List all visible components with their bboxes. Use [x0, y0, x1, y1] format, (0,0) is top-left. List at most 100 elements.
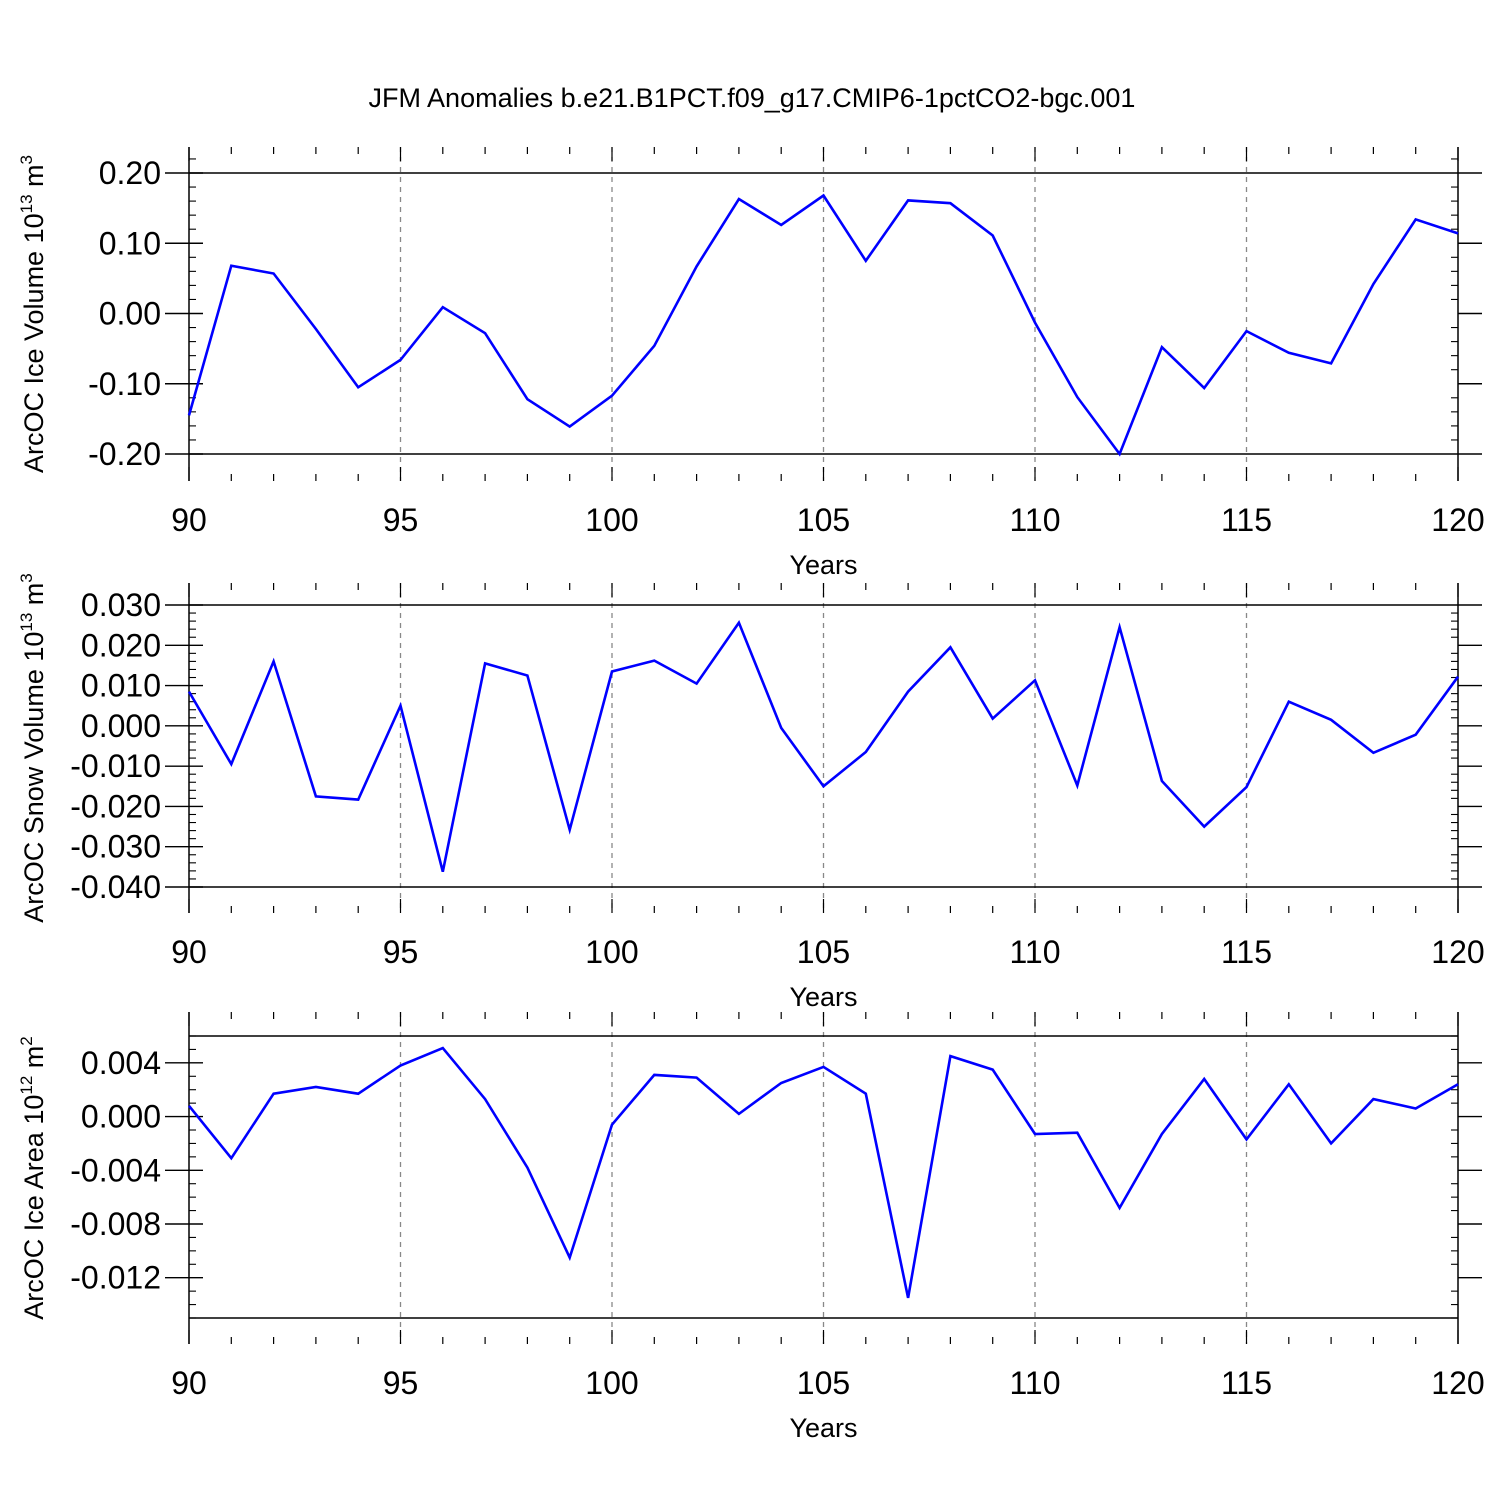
- data-point: [313, 794, 318, 799]
- y-axis-title-exponent: 13: [17, 613, 36, 632]
- y-tick-label: -0.030: [70, 829, 161, 865]
- x-tick-label: 90: [171, 934, 207, 970]
- panel-2: -0.040 -0.030 -0.020 -0.010 0.000 0.010 0.020 0…: [17, 573, 1485, 1012]
- series-line: [187, 619, 1460, 873]
- y-axis-title-text: ArcOC Snow Volume 10: [19, 632, 49, 923]
- data-point: [652, 1072, 657, 1077]
- data-point: [1413, 217, 1418, 222]
- data-point: [567, 827, 572, 832]
- x-tick-label: 100: [585, 502, 638, 538]
- data-point: [229, 1156, 234, 1161]
- data-point: [525, 397, 530, 402]
- x-tick-label: 105: [797, 1365, 850, 1401]
- data-point: [1371, 750, 1376, 755]
- data-point: [483, 1097, 488, 1102]
- data-point: [610, 669, 615, 674]
- y-tick-label: 0.00: [99, 296, 161, 332]
- data-point: [1117, 452, 1122, 457]
- data-point: [271, 659, 276, 664]
- data-point: [694, 264, 699, 269]
- data-point: [1202, 1076, 1207, 1081]
- y-axis-title-unit-exponent: 3: [17, 573, 36, 582]
- data-point: [736, 620, 741, 625]
- data-point: [187, 413, 192, 418]
- series-line: [187, 193, 1459, 457]
- data-point: [610, 1122, 615, 1127]
- y-tick-label: -0.20: [88, 436, 161, 472]
- data-point: [525, 673, 530, 678]
- data-point: [906, 198, 911, 203]
- x-tick-label: 90: [171, 1365, 207, 1401]
- x-tick-label: 115: [1221, 502, 1272, 538]
- data-point: [440, 305, 445, 310]
- data-point: [1456, 674, 1461, 679]
- data-point: [1413, 1106, 1418, 1111]
- data-point: [1075, 395, 1080, 400]
- data-point: [1329, 1141, 1334, 1146]
- y-tick-label: -0.10: [88, 366, 161, 402]
- data-point: [821, 193, 826, 198]
- y-axis-title-text: ArcOC Ice Area 10: [19, 1095, 49, 1320]
- y-tick-label: 0.20: [99, 155, 161, 191]
- data-point: [863, 750, 868, 755]
- data-point: [736, 1111, 741, 1116]
- data-point: [610, 393, 615, 398]
- data-point: [525, 1165, 530, 1170]
- data-point: [906, 1295, 911, 1300]
- data-point: [779, 222, 784, 227]
- x-tick-label: 110: [1009, 1365, 1060, 1401]
- data-point: [694, 1075, 699, 1080]
- x-tick-label: 120: [1431, 934, 1484, 970]
- data-point: [1286, 699, 1291, 704]
- data-point: [356, 385, 361, 390]
- data-point: [1286, 1082, 1291, 1087]
- data-point: [1075, 783, 1080, 788]
- data-point: [1286, 350, 1291, 355]
- data-point: [948, 201, 953, 206]
- data-point: [398, 357, 403, 362]
- data-point: [398, 703, 403, 708]
- x-tick-label: 120: [1431, 1365, 1484, 1401]
- x-tick-label: 115: [1221, 934, 1272, 970]
- data-point: [1117, 625, 1122, 630]
- data-point: [1244, 329, 1249, 334]
- y-tick-label: 0.10: [99, 225, 161, 261]
- data-point: [1413, 732, 1418, 737]
- data-point: [779, 725, 784, 730]
- y-tick-label: -0.020: [70, 788, 161, 824]
- x-tick-label: 95: [383, 1365, 419, 1401]
- panel-3: -0.012 -0.008 -0.004 0.000 0.004 90 95 100 105 11…: [17, 1012, 1485, 1443]
- data-point: [1159, 779, 1164, 784]
- data-point: [1329, 361, 1334, 366]
- y-axis-title-unit: m: [19, 164, 49, 194]
- y-axis-title: ArcOC Snow Volume 1013 m3: [17, 573, 49, 923]
- data-point: [483, 331, 488, 336]
- data-point: [821, 1064, 826, 1069]
- chart-title: JFM Anomalies b.e21.B1PCT.f09_g17.CMIP6-…: [369, 83, 1136, 113]
- y-axis-title-unit: m: [19, 1046, 49, 1076]
- data-point: [948, 645, 953, 650]
- data-point: [1456, 1082, 1461, 1087]
- data-point: [1033, 678, 1038, 683]
- y-axis-title: ArcOC Ice Volume 1013 m3: [17, 155, 49, 473]
- x-axis-title: Years: [789, 550, 857, 580]
- data-point: [271, 1091, 276, 1096]
- data-point: [948, 1054, 953, 1059]
- x-axis-title: Years: [789, 1413, 857, 1443]
- data-point: [652, 343, 657, 348]
- data-point: [229, 263, 234, 268]
- data-point: [187, 689, 192, 694]
- panel-1: -0.20 -0.10 0.00 0.10 0.20 90 95 100 105 110 115 12…: [17, 147, 1485, 580]
- data-point: [694, 681, 699, 686]
- data-point: [1117, 1205, 1122, 1210]
- data-point: [313, 326, 318, 331]
- y-tick-label: -0.010: [70, 748, 161, 784]
- x-tick-label: 105: [797, 502, 850, 538]
- data-point: [736, 196, 741, 201]
- x-tick-label: 110: [1009, 502, 1060, 538]
- data-point: [1159, 1132, 1164, 1137]
- data-point: [779, 1081, 784, 1086]
- x-tick-label: 90: [171, 502, 207, 538]
- y-tick-label: -0.012: [70, 1260, 161, 1296]
- y-tick-label: 0.020: [81, 627, 161, 663]
